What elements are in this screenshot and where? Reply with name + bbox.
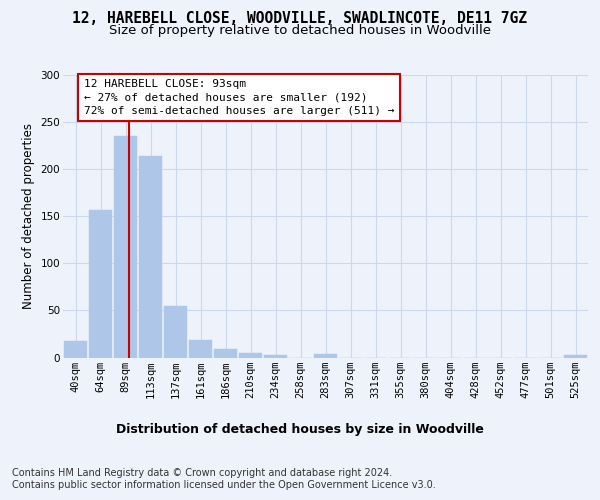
- Text: Contains HM Land Registry data © Crown copyright and database right 2024.: Contains HM Land Registry data © Crown c…: [12, 468, 392, 477]
- Bar: [139, 156, 162, 358]
- Bar: [114, 136, 137, 358]
- Bar: [264, 354, 287, 358]
- Y-axis label: Number of detached properties: Number of detached properties: [22, 123, 35, 309]
- Bar: [89, 210, 112, 358]
- Bar: [189, 340, 212, 357]
- Text: 12 HAREBELL CLOSE: 93sqm
← 27% of detached houses are smaller (192)
72% of semi-: 12 HAREBELL CLOSE: 93sqm ← 27% of detach…: [84, 79, 395, 116]
- Bar: [214, 349, 237, 358]
- Text: Size of property relative to detached houses in Woodville: Size of property relative to detached ho…: [109, 24, 491, 37]
- Bar: [164, 306, 187, 358]
- Text: Distribution of detached houses by size in Woodville: Distribution of detached houses by size …: [116, 422, 484, 436]
- Bar: [564, 354, 587, 358]
- Text: Contains public sector information licensed under the Open Government Licence v3: Contains public sector information licen…: [12, 480, 436, 490]
- Bar: [64, 342, 87, 357]
- Bar: [239, 353, 262, 358]
- Bar: [314, 354, 337, 358]
- Text: 12, HAREBELL CLOSE, WOODVILLE, SWADLINCOTE, DE11 7GZ: 12, HAREBELL CLOSE, WOODVILLE, SWADLINCO…: [73, 11, 527, 26]
